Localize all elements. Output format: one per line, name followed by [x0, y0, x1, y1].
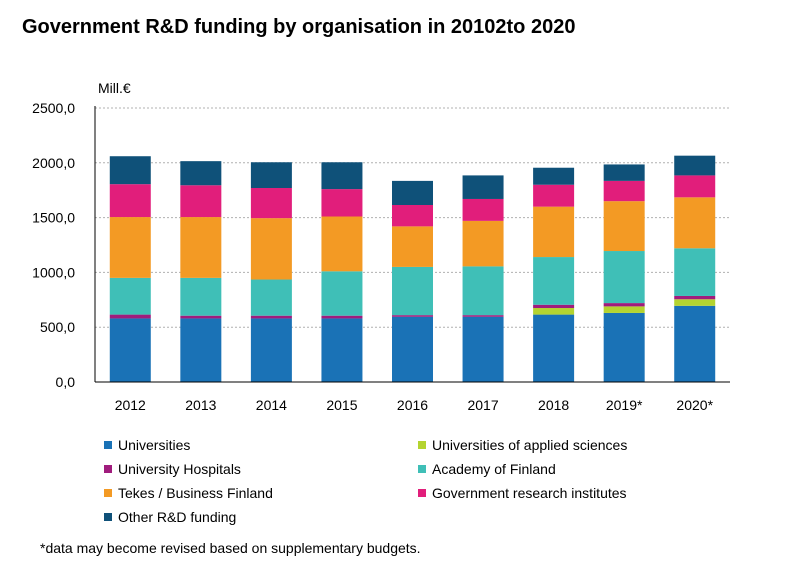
- bar-segment-government-research-institutes: [109, 184, 151, 218]
- y-axis-unit-label: Mill.€: [98, 80, 131, 96]
- legend-item: Tekes / Business Finland: [104, 485, 273, 501]
- bar-segment-other-r-d-funding: [462, 175, 504, 199]
- bar-segment-other-r-d-funding: [109, 156, 151, 185]
- bar-segment-tekes-business-finland: [674, 197, 716, 249]
- bar-segment-universities: [321, 318, 363, 382]
- bar-segment-other-r-d-funding: [321, 162, 363, 190]
- x-tick-label: 2018: [538, 397, 569, 413]
- bar-segment-academy-of-finland: [392, 266, 433, 316]
- x-tick-label: 2014: [256, 397, 287, 413]
- bar-segment-other-r-d-funding: [603, 164, 645, 181]
- bar-segment-tekes-business-finland: [462, 220, 504, 267]
- y-tick-label: 0,0: [56, 374, 76, 390]
- bar-segment-universities: [533, 314, 575, 382]
- bar-segment-other-r-d-funding: [392, 180, 433, 205]
- bar-segment-government-research-institutes: [392, 204, 433, 227]
- legend-item: Academy of Finland: [418, 461, 556, 477]
- bar-segment-government-research-institutes: [250, 188, 292, 219]
- bar-segment-university-hospitals: [392, 315, 433, 317]
- bar-segment-university-hospitals: [321, 315, 363, 319]
- x-tick-label: 2020*: [676, 397, 713, 413]
- bar-segment-tekes-business-finland: [321, 216, 363, 272]
- bar-segment-government-research-institutes: [533, 184, 575, 207]
- bar-segment-government-research-institutes: [674, 175, 716, 198]
- bar-segment-universities: [392, 316, 433, 382]
- legend-label: Government research institutes: [432, 485, 627, 501]
- legend-item: Government research institutes: [418, 485, 627, 501]
- bar-segment-universities: [603, 312, 645, 382]
- bar-segment-tekes-business-finland: [392, 226, 433, 267]
- y-tick-label: 500,0: [40, 319, 75, 335]
- legend-label: Universities of applied sciences: [432, 437, 628, 453]
- bar-segment-other-r-d-funding: [533, 167, 575, 185]
- x-tick-label: 2015: [326, 397, 357, 413]
- bar-segment-universities-of-applied-sciences: [603, 306, 645, 313]
- bar-segment-other-r-d-funding: [674, 155, 716, 176]
- legend-item: University Hospitals: [104, 461, 241, 477]
- bar-segment-university-hospitals: [109, 314, 151, 319]
- legend-swatch: [418, 465, 426, 473]
- bar-segment-academy-of-finland: [180, 277, 222, 316]
- legend-label: Academy of Finland: [432, 461, 556, 477]
- bar-segment-universities: [674, 305, 716, 382]
- x-tick-label: 2019*: [606, 397, 643, 413]
- y-tick-label: 1500,0: [32, 210, 75, 226]
- legend-swatch: [104, 513, 112, 521]
- bar-segment-academy-of-finland: [533, 257, 575, 305]
- bar-segment-government-research-institutes: [180, 185, 222, 218]
- bar-segment-tekes-business-finland: [603, 201, 645, 252]
- bar-segment-universities: [109, 318, 151, 382]
- bar-segment-academy-of-finland: [109, 277, 151, 315]
- bar-segment-universities: [462, 316, 504, 382]
- legend-item: Universities of applied sciences: [418, 437, 627, 453]
- bar-segment-tekes-business-finland: [180, 217, 222, 278]
- chart-title: Government R&D funding by organisation i…: [22, 16, 576, 38]
- legend-label: Other R&D funding: [118, 509, 237, 525]
- bar-segment-other-r-d-funding: [180, 161, 222, 186]
- bar-segment-universities-of-applied-sciences: [674, 299, 716, 306]
- y-tick-label: 2000,0: [32, 155, 75, 171]
- bar-segment-university-hospitals: [462, 315, 504, 317]
- legend-swatch: [104, 441, 112, 449]
- bar-segment-other-r-d-funding: [250, 162, 292, 189]
- legend-item: Universities: [104, 437, 190, 453]
- bar-segment-academy-of-finland: [462, 266, 504, 316]
- bar-segment-tekes-business-finland: [533, 206, 575, 258]
- bar-segment-tekes-business-finland: [250, 218, 292, 280]
- legend-swatch: [104, 489, 112, 497]
- x-tick-label: 2016: [397, 397, 428, 413]
- footnote: *data may become revised based on supple…: [40, 540, 421, 556]
- bar-segment-academy-of-finland: [321, 271, 363, 316]
- x-tick-label: 2013: [185, 397, 216, 413]
- bar-segment-government-research-institutes: [462, 198, 504, 221]
- bar-segment-academy-of-finland: [674, 248, 716, 296]
- bar-segment-academy-of-finland: [603, 251, 645, 304]
- bar-segment-university-hospitals: [674, 295, 716, 300]
- x-tick-label: 2012: [115, 397, 146, 413]
- bar-segment-universities: [180, 318, 222, 382]
- y-tick-label: 1000,0: [32, 264, 75, 280]
- x-tick-label: 2017: [467, 397, 498, 413]
- bar-segment-university-hospitals: [250, 315, 292, 319]
- bar-segment-university-hospitals: [603, 303, 645, 307]
- bar-segment-university-hospitals: [180, 315, 222, 319]
- legend-swatch: [418, 441, 426, 449]
- bar-segment-universities: [250, 318, 292, 382]
- legend-label: Tekes / Business Finland: [118, 485, 273, 501]
- y-tick-label: 2500,0: [32, 100, 75, 116]
- legend-item: Other R&D funding: [104, 509, 236, 525]
- legend-swatch: [104, 465, 112, 473]
- bar-segment-academy-of-finland: [250, 279, 292, 316]
- legend-label: University Hospitals: [118, 461, 241, 477]
- bar-segment-universities-of-applied-sciences: [533, 308, 575, 315]
- bar-segment-tekes-business-finland: [109, 217, 151, 278]
- legend-swatch: [418, 489, 426, 497]
- bar-segment-government-research-institutes: [603, 180, 645, 202]
- bar-segment-government-research-institutes: [321, 189, 363, 217]
- bar-segment-university-hospitals: [533, 304, 575, 309]
- legend-label: Universities: [118, 437, 191, 453]
